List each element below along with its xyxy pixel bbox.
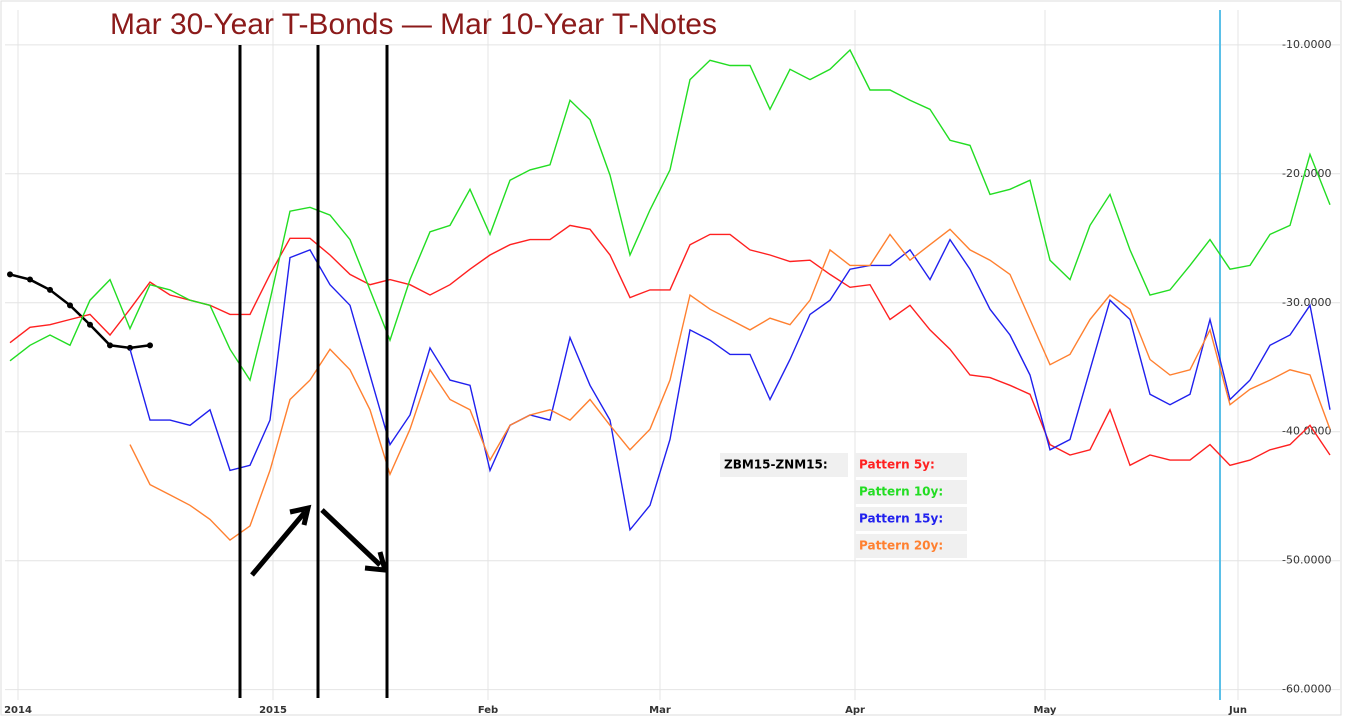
point xyxy=(7,271,13,278)
point xyxy=(67,302,73,309)
point xyxy=(87,321,93,328)
arrow-down xyxy=(320,508,389,573)
point xyxy=(27,276,33,283)
x-tick-label: May xyxy=(1034,705,1057,716)
y-tick-label: -40.0000 xyxy=(1282,425,1331,438)
series-line xyxy=(129,228,1331,542)
y-tick-label: -30.0000 xyxy=(1282,296,1331,309)
point xyxy=(107,342,113,349)
series-line xyxy=(9,48,1331,382)
series-lines xyxy=(7,48,1331,542)
series-line xyxy=(9,224,1331,467)
legend-label: ZBM15-ZNM15: xyxy=(724,458,828,472)
legend-box xyxy=(720,453,848,477)
legend-label: Pattern 5y: xyxy=(859,458,935,472)
legend-box xyxy=(855,534,967,558)
x-tick-label: Apr xyxy=(845,705,865,716)
series-line xyxy=(9,273,151,350)
grid: -10.0000 -20.0000 -30.0000 -40.0000 -50.0000… xyxy=(4,10,1340,716)
y-tick-label: -10.0000 xyxy=(1282,38,1331,51)
legend-label: Pattern 10y: xyxy=(859,485,943,499)
x-tick-label: Jun xyxy=(1228,705,1247,716)
y-tick-label: -60.0000 xyxy=(1282,683,1331,696)
x-tick-label: Feb xyxy=(478,705,498,716)
legend-box xyxy=(855,480,967,504)
chart-title: Mar 30-Year T-Bonds — Mar 10-Year T-Note… xyxy=(110,8,717,41)
legend-box xyxy=(855,453,967,477)
point xyxy=(127,344,133,351)
y-tick-label: -50.0000 xyxy=(1282,554,1331,567)
legend: ZBM15-ZNM15: Pattern 5y: Pattern 10y: Patte… xyxy=(720,453,967,558)
point xyxy=(147,342,153,349)
legend-box xyxy=(855,507,967,531)
x-tick-label: Mar xyxy=(649,705,671,716)
x-tick-label: 2015 xyxy=(259,705,287,716)
legend-label: Pattern 20y: xyxy=(859,539,943,553)
annotations xyxy=(238,45,389,698)
legend-label: Pattern 15y: xyxy=(859,512,943,526)
arrow-up xyxy=(250,504,312,577)
y-tick-label: -20.0000 xyxy=(1282,167,1331,180)
x-tick-label: 2014 xyxy=(4,705,32,716)
point xyxy=(47,286,53,293)
series-line xyxy=(129,238,1331,532)
